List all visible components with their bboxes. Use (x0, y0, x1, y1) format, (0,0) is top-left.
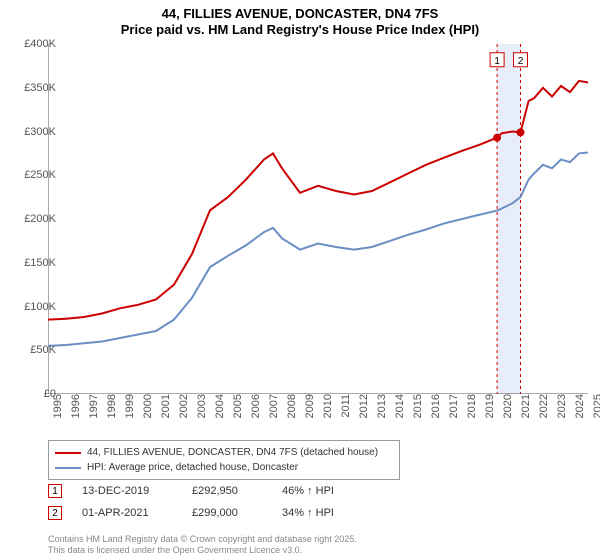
x-tick-label: 1995 (52, 394, 64, 434)
x-tick-label: 2002 (178, 394, 190, 434)
marker-price: £292,950 (192, 485, 262, 497)
x-tick-label: 2010 (322, 394, 334, 434)
marker-date: 01-APR-2021 (82, 507, 172, 519)
marker-price: £299,000 (192, 507, 262, 519)
line-chart: 12 (48, 44, 588, 394)
title-line-1: 44, FILLIES AVENUE, DONCASTER, DN4 7FS (0, 6, 600, 22)
x-tick-label: 2012 (358, 394, 370, 434)
legend-swatch (55, 452, 81, 454)
x-tick-label: 2005 (232, 394, 244, 434)
x-tick-label: 2014 (394, 394, 406, 434)
x-tick-label: 2018 (466, 394, 478, 434)
x-tick-label: 2008 (286, 394, 298, 434)
legend-label: 44, FILLIES AVENUE, DONCASTER, DN4 7FS (… (87, 445, 378, 460)
x-tick-label: 2011 (340, 394, 352, 434)
marker-table-row: 1 13-DEC-2019 £292,950 46% ↑ HPI (48, 484, 372, 498)
y-tick-label: £300K (6, 126, 56, 138)
x-tick-label: 2013 (376, 394, 388, 434)
x-tick-label: 2015 (412, 394, 424, 434)
y-tick-label: £150K (6, 257, 56, 269)
attribution-line: Contains HM Land Registry data © Crown c… (48, 534, 357, 545)
x-tick-label: 2009 (304, 394, 316, 434)
title-block: 44, FILLIES AVENUE, DONCASTER, DN4 7FS P… (0, 0, 600, 39)
x-tick-label: 2006 (250, 394, 262, 434)
marker-pct: 34% ↑ HPI (282, 507, 372, 519)
x-tick-label: 2022 (538, 394, 550, 434)
x-tick-label: 2000 (142, 394, 154, 434)
marker-pct: 46% ↑ HPI (282, 485, 372, 497)
x-tick-label: 2004 (214, 394, 226, 434)
x-tick-label: 2003 (196, 394, 208, 434)
y-tick-label: £200K (6, 213, 56, 225)
x-tick-label: 2019 (484, 394, 496, 434)
x-tick-label: 1996 (70, 394, 82, 434)
marker-table-row: 2 01-APR-2021 £299,000 34% ↑ HPI (48, 506, 372, 520)
x-tick-label: 2020 (502, 394, 514, 434)
x-tick-label: 1998 (106, 394, 118, 434)
legend: 44, FILLIES AVENUE, DONCASTER, DN4 7FS (… (48, 440, 400, 480)
x-tick-label: 1997 (88, 394, 100, 434)
x-tick-label: 2024 (574, 394, 586, 434)
marker-badge: 2 (48, 506, 62, 520)
y-tick-label: £0 (6, 388, 56, 400)
attribution: Contains HM Land Registry data © Crown c… (48, 534, 357, 557)
svg-text:2: 2 (518, 56, 524, 67)
x-tick-label: 2017 (448, 394, 460, 434)
y-tick-label: £350K (6, 82, 56, 94)
x-tick-label: 2001 (160, 394, 172, 434)
x-tick-label: 2016 (430, 394, 442, 434)
y-tick-label: £400K (6, 38, 56, 50)
svg-text:1: 1 (494, 56, 500, 67)
y-tick-label: £50K (6, 344, 56, 356)
legend-label: HPI: Average price, detached house, Donc… (87, 460, 298, 475)
x-tick-label: 2023 (556, 394, 568, 434)
chart-container: 44, FILLIES AVENUE, DONCASTER, DN4 7FS P… (0, 0, 600, 560)
y-tick-label: £100K (6, 301, 56, 313)
title-line-2: Price paid vs. HM Land Registry's House … (0, 22, 600, 38)
x-tick-label: 2021 (520, 394, 532, 434)
legend-item: 44, FILLIES AVENUE, DONCASTER, DN4 7FS (… (55, 445, 393, 460)
legend-swatch (55, 467, 81, 469)
attribution-line: This data is licensed under the Open Gov… (48, 545, 357, 556)
x-tick-label: 2025 (592, 394, 600, 434)
marker-date: 13-DEC-2019 (82, 485, 172, 497)
legend-item: HPI: Average price, detached house, Donc… (55, 460, 393, 475)
x-tick-label: 2007 (268, 394, 280, 434)
marker-badge: 1 (48, 484, 62, 498)
y-tick-label: £250K (6, 169, 56, 181)
x-tick-label: 1999 (124, 394, 136, 434)
